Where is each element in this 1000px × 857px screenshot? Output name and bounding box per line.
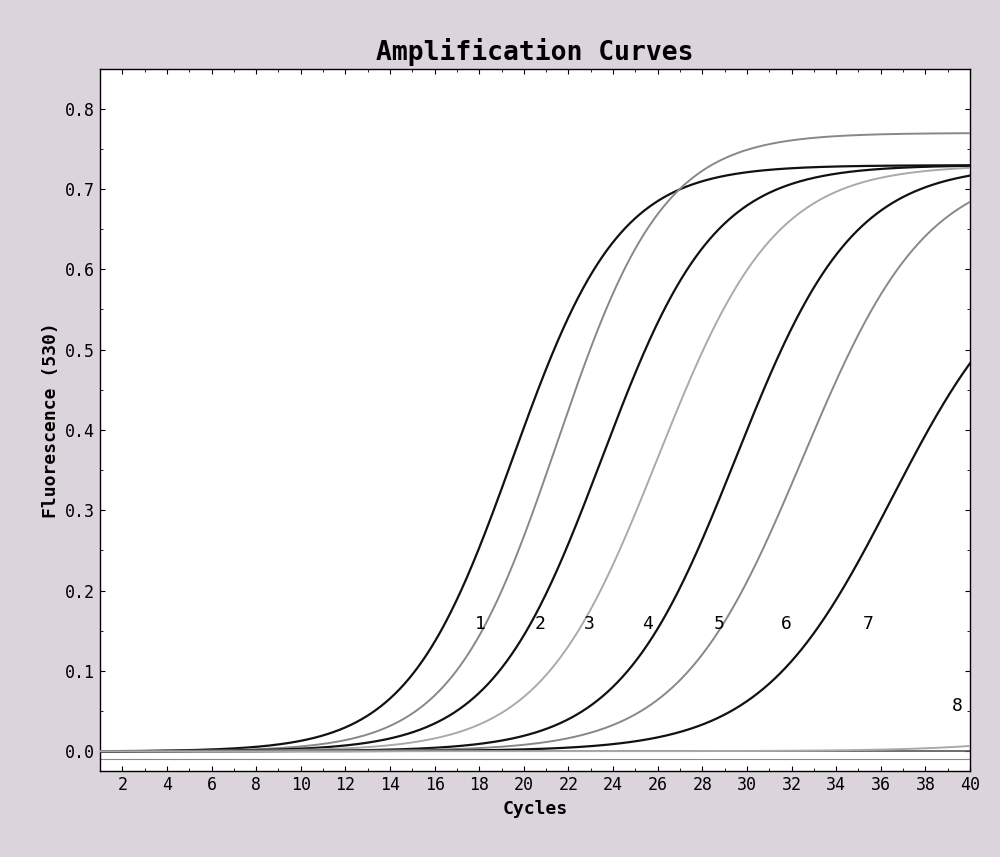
Text: 2: 2 [535,615,546,633]
Text: 5: 5 [713,615,724,633]
Text: 8: 8 [952,697,963,715]
Y-axis label: Fluorescence (530): Fluorescence (530) [42,322,60,518]
Text: 3: 3 [584,615,595,633]
Text: 1: 1 [475,615,486,633]
X-axis label: Cycles: Cycles [502,800,568,818]
Title: Amplification Curves: Amplification Curves [376,39,694,66]
Text: 4: 4 [642,615,653,633]
Text: 7: 7 [863,615,874,633]
Text: 6: 6 [780,615,791,633]
